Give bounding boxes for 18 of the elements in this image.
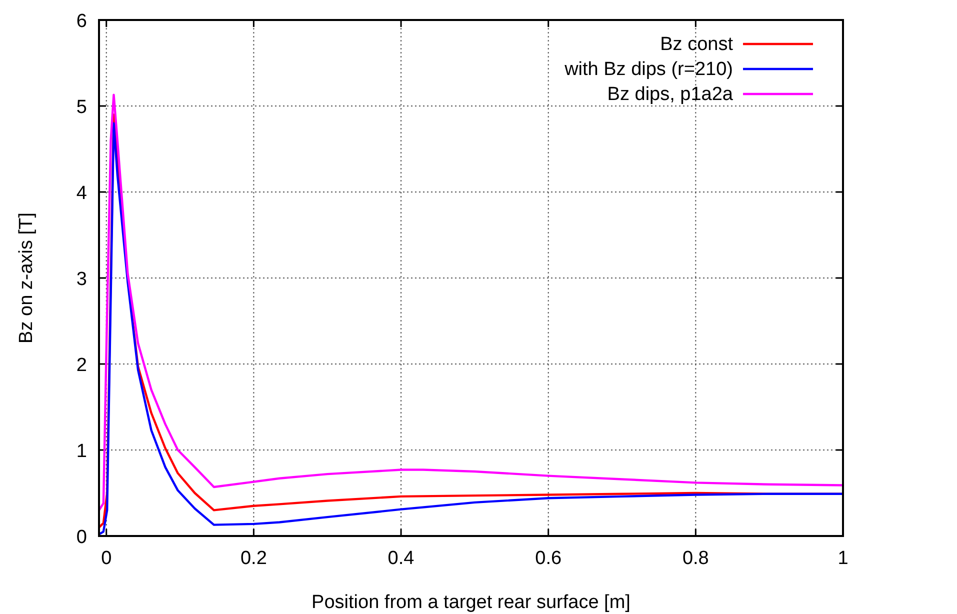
y-tick-label: 4 xyxy=(76,183,88,204)
x-tick-label: 0 xyxy=(101,548,112,569)
x-tick-label: 0.4 xyxy=(388,548,415,569)
legend-label: with Bz dips (r=210) xyxy=(564,59,733,80)
x-tick-label: 0.6 xyxy=(535,548,562,569)
x-tick-label: 0.8 xyxy=(682,548,709,569)
x-tick-label: 0.2 xyxy=(240,548,267,569)
y-axis-title: Bz on z-axis [T] xyxy=(16,212,37,344)
y-tick-label: 3 xyxy=(76,269,87,290)
x-axis-title: Position from a target rear surface [m] xyxy=(312,592,630,613)
y-tick-label: 1 xyxy=(76,441,87,462)
legend-label: Bz dips, p1a2a xyxy=(607,84,734,105)
y-tick-label: 6 xyxy=(76,11,87,32)
x-tick-label: 1 xyxy=(838,548,848,569)
y-tick-label: 0 xyxy=(76,527,87,548)
y-tick-label: 2 xyxy=(76,355,87,376)
y-tick-label: 5 xyxy=(76,97,87,118)
legend-label: Bz const xyxy=(660,34,734,55)
